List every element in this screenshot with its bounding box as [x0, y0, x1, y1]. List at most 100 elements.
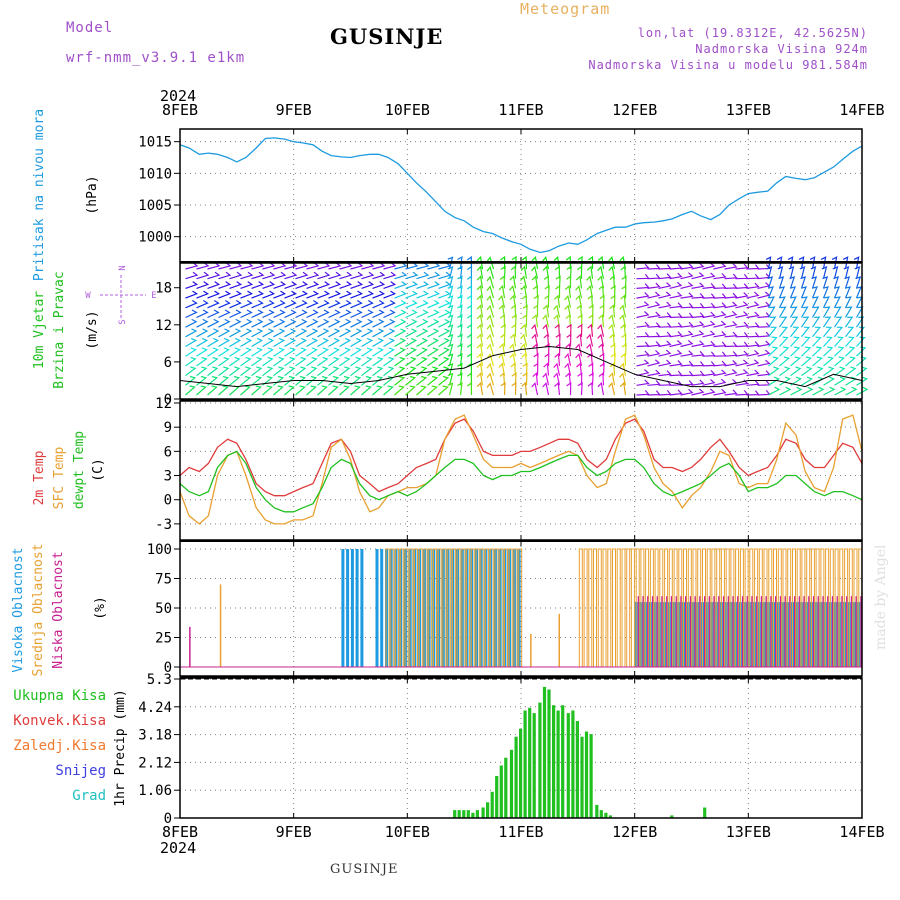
- wind-barb: [647, 332, 661, 338]
- wind-barb: [361, 262, 375, 270]
- wind-barb: [457, 333, 463, 347]
- wind-barb: [262, 366, 274, 377]
- precip-bar: [604, 812, 608, 818]
- wind-barb: [372, 299, 385, 309]
- wind-barb: [229, 347, 241, 357]
- wind-barb: [531, 333, 539, 347]
- wind-barb: [691, 303, 705, 309]
- wind-barb: [586, 265, 594, 279]
- wind-barb: [361, 337, 374, 348]
- cloud-bar-low: [656, 596, 658, 667]
- wind-barb: [702, 361, 716, 367]
- cloud-bar-low: [661, 596, 663, 667]
- wind-barb: [789, 286, 796, 299]
- wind-sublabel: Brzina i Pravac: [52, 271, 67, 388]
- wind-barb: [394, 271, 408, 280]
- cloud-bar-isolated: [558, 613, 560, 667]
- precip-legend-item: Konvek.Kisa: [13, 713, 106, 729]
- wind-barb: [800, 306, 809, 318]
- wind-barb: [702, 330, 716, 338]
- wind-barb: [724, 369, 738, 377]
- wind-barb: [511, 323, 517, 337]
- wind-barb: [185, 375, 197, 386]
- wind-barb: [768, 336, 778, 347]
- wind-barb: [608, 372, 616, 386]
- wind-barb: [702, 351, 716, 357]
- wind-barb: [416, 366, 428, 377]
- year-label-top: 2024: [160, 87, 196, 105]
- wind-barb: [372, 356, 384, 367]
- wind-barb: [339, 299, 352, 309]
- wind-barb: [702, 388, 716, 396]
- compass-e: E: [151, 291, 156, 301]
- wind-barb: [776, 256, 783, 270]
- wind-barb: [855, 286, 862, 299]
- wind-barb: [621, 284, 627, 299]
- wind-barb: [447, 333, 454, 347]
- x-tick-label-bottom: 13FEB: [726, 823, 771, 841]
- wind-barb: [647, 301, 661, 309]
- temp-axis-labels: 2m Temp SFC Temp dewpt Temp (C): [32, 431, 106, 510]
- wind-barb: [196, 356, 208, 367]
- wind-barb: [438, 385, 449, 396]
- wind-barb: [680, 370, 694, 377]
- precip-bar: [566, 713, 570, 818]
- wind-barb: [790, 366, 802, 377]
- wind-barb: [350, 375, 362, 386]
- precip-legend-item: Ukupna Kisa: [13, 688, 106, 704]
- wind-barb: [658, 301, 672, 309]
- wind-barb: [372, 309, 385, 319]
- compass-w: W: [85, 291, 91, 301]
- wind-barb: [801, 336, 811, 347]
- wind-barb: [544, 284, 550, 299]
- wind-barb: [438, 375, 450, 386]
- x-tick-label-top: 9FEB: [276, 101, 312, 119]
- wind-barb: [405, 271, 419, 280]
- wind-barb: [372, 337, 385, 348]
- wind-barb: [350, 290, 364, 299]
- wind-barb: [427, 385, 438, 396]
- wind-compass-icon: N S W E: [85, 265, 156, 324]
- cloud-bar-high: [375, 549, 379, 667]
- wind-barb: [317, 375, 329, 386]
- wind-barb: [251, 318, 264, 328]
- wind-barb: [185, 366, 197, 377]
- wind-barb: [521, 294, 528, 308]
- wind-barb: [476, 352, 484, 366]
- wind-barb: [724, 351, 738, 357]
- wind-barb: [724, 359, 738, 367]
- wind-barb: [229, 299, 242, 309]
- wind-barb: [636, 390, 650, 396]
- wind-barb: [317, 309, 330, 319]
- wind-barb: [273, 281, 287, 289]
- wind-barb: [610, 343, 616, 357]
- wind-barb: [854, 265, 861, 279]
- wind-barb: [620, 294, 627, 308]
- wind-barb: [383, 262, 397, 270]
- wind-barb: [273, 366, 285, 377]
- wind-barb: [577, 323, 583, 337]
- precip-bar: [466, 810, 470, 818]
- wind-barb: [229, 385, 240, 396]
- wind-barb: [658, 264, 672, 270]
- wind-barb: [713, 262, 727, 270]
- wind-barb: [691, 282, 705, 289]
- wind-barb: [778, 306, 787, 318]
- wind-barb: [636, 292, 650, 299]
- precip-bar: [538, 702, 542, 818]
- wind-barb: [620, 323, 627, 337]
- wind-barb: [680, 360, 694, 367]
- wind-barb: [317, 281, 331, 289]
- wind-barb: [636, 359, 650, 367]
- wind-barb: [361, 366, 373, 377]
- wind-barb: [621, 333, 627, 347]
- wind-barb: [284, 385, 295, 396]
- wind-barb: [691, 262, 705, 270]
- wind-barb: [476, 265, 484, 279]
- cloud-bar-low: [751, 596, 753, 667]
- wind-barb: [647, 349, 661, 357]
- wind-barb: [823, 356, 834, 367]
- wind-barb: [702, 262, 716, 270]
- wind-barb: [457, 304, 463, 318]
- wind-barb: [394, 318, 407, 328]
